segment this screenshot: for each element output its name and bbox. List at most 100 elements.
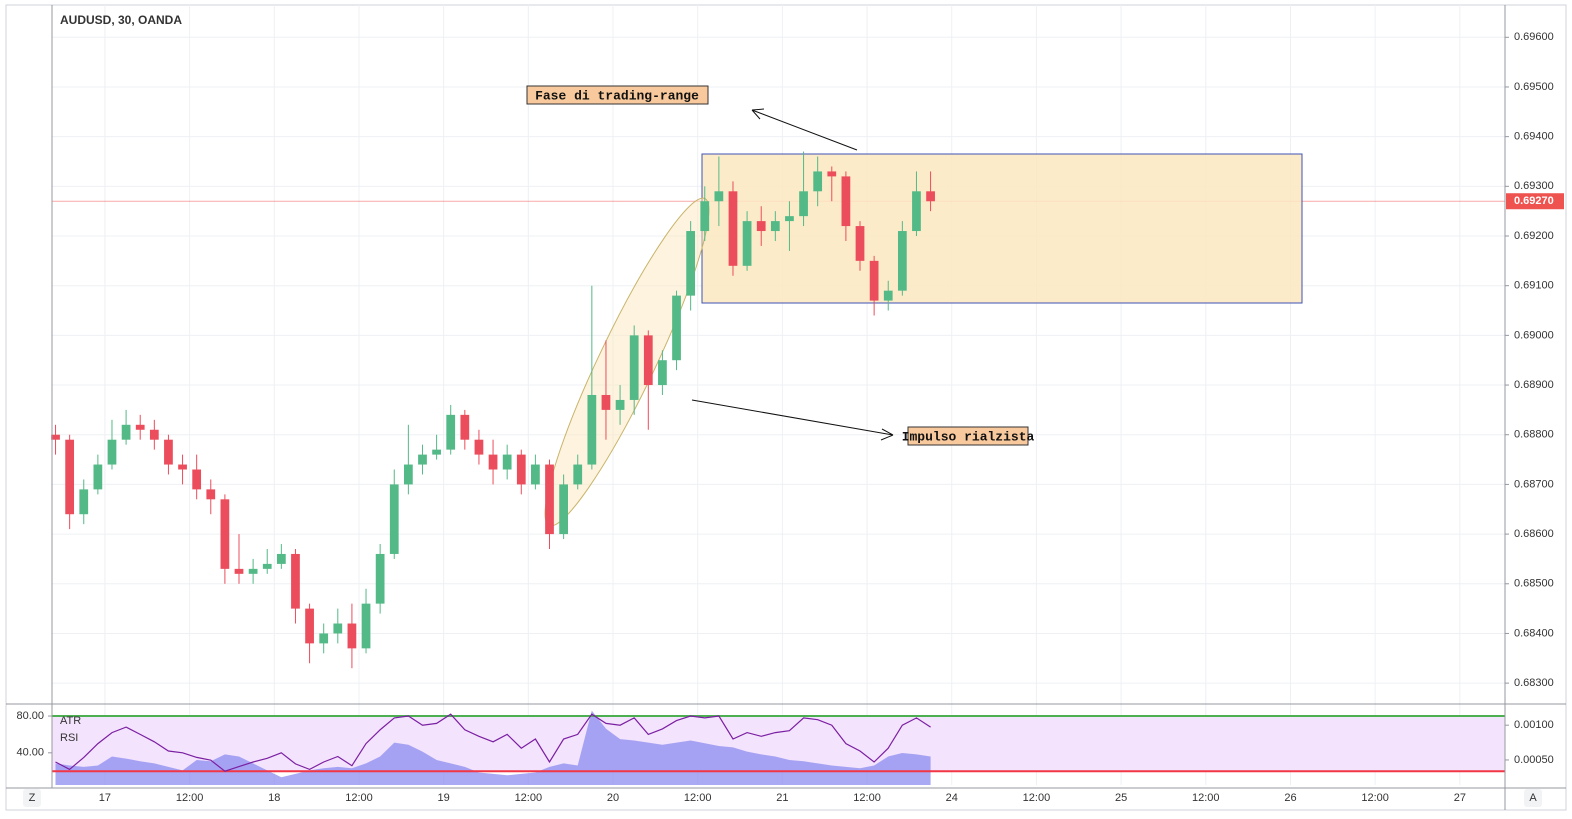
candle-body — [785, 216, 794, 222]
candle-body — [474, 439, 484, 455]
marks — [51, 151, 1505, 785]
atr-area — [55, 710, 931, 785]
candle-body — [559, 484, 568, 535]
candle-body — [912, 191, 921, 232]
button[interactable] — [1524, 789, 1542, 807]
indicator-tick-label: 80.00 — [16, 710, 44, 722]
candle-body — [432, 449, 441, 455]
candle-body — [107, 439, 117, 465]
y-tick-label: 0.68300 — [1514, 677, 1554, 689]
candle-body — [375, 553, 385, 604]
candle-body — [728, 191, 738, 266]
candle-body — [93, 464, 103, 490]
annotation-box — [526, 85, 709, 105]
x-tick-label: 12:00 — [515, 792, 543, 804]
y-tick-label: 0.69200 — [1514, 230, 1554, 242]
candle-body — [629, 335, 639, 400]
x-tick-label: 12:00 — [853, 792, 881, 804]
annotation: Fase di trading-range Impulso rialzista — [526, 85, 1035, 446]
x-tick-label: 21 — [776, 792, 788, 804]
candle-body — [841, 176, 851, 227]
indicator-tick-label: 40.00 — [16, 747, 44, 759]
x-tick-label: 24 — [946, 792, 958, 804]
x-tick-label: 26 — [1284, 792, 1296, 804]
candle-body — [601, 394, 611, 410]
range-box — [701, 153, 1303, 304]
candle-body — [573, 464, 583, 485]
indicator-label: RSI — [60, 732, 78, 744]
candle-body — [460, 414, 470, 440]
annotation-box — [907, 426, 1029, 446]
y-tick-label: 0.68700 — [1514, 478, 1554, 490]
button-label[interactable]: Z — [29, 792, 36, 804]
y-tick-label: 0.68500 — [1514, 578, 1554, 590]
candle-body — [121, 424, 131, 440]
candle-body — [531, 464, 540, 485]
candle-body — [361, 603, 371, 649]
candle-body — [827, 171, 837, 177]
candle-body — [389, 484, 399, 554]
indicator-tick-label: 0.00100 — [1514, 719, 1554, 731]
candle-body — [643, 335, 653, 386]
candle-body — [672, 295, 681, 361]
candle-body — [516, 454, 526, 485]
x-tick-label: 25 — [1115, 792, 1127, 804]
candle-body — [446, 414, 456, 450]
candle-body — [700, 201, 710, 232]
candle-body — [248, 568, 258, 574]
y-tick-label: 0.68600 — [1514, 528, 1554, 540]
candle-body — [291, 553, 300, 609]
candle-body — [587, 394, 597, 465]
candle-body — [615, 399, 625, 410]
candle-body — [262, 563, 272, 569]
x-tick-label: 12:00 — [176, 792, 204, 804]
candle-body — [135, 424, 145, 430]
annotation-text: Impulso rialzista — [902, 429, 1035, 444]
candle-body — [756, 221, 766, 232]
symbol-title: AUDUSD, 30, OANDA — [60, 13, 182, 27]
annotation-text: Fase di trading-range — [535, 88, 699, 103]
candle-body — [897, 231, 907, 291]
candle-body — [742, 221, 752, 266]
arrow — [751, 108, 858, 151]
candle-body — [813, 171, 823, 192]
x-tick-label: 12:00 — [1023, 792, 1051, 804]
y-tick-label: 0.68900 — [1514, 379, 1554, 391]
indicator-tick-label: 0.00050 — [1514, 754, 1554, 766]
candle-body — [178, 464, 187, 470]
candle-body — [545, 464, 554, 535]
last-price-label: 0.69270 — [1514, 195, 1554, 207]
candle-body — [799, 191, 808, 217]
candle-body — [883, 290, 893, 301]
candle-body — [149, 429, 159, 440]
x-tick-label: 18 — [268, 792, 280, 804]
button[interactable] — [23, 789, 41, 807]
candle-body — [418, 454, 427, 465]
x-tick-label: 12:00 — [684, 792, 712, 804]
candle-body — [347, 623, 357, 649]
rsi-line — [55, 713, 931, 772]
x-tick-label: 20 — [607, 792, 619, 804]
x-tick-label: 12:00 — [1192, 792, 1220, 804]
candle-body — [206, 489, 216, 500]
x-tick-label: 27 — [1454, 792, 1466, 804]
candle-body — [488, 454, 498, 470]
x-tick-label: 17 — [99, 792, 111, 804]
candle-body — [403, 464, 413, 485]
candle-body — [658, 360, 667, 386]
candle-body — [770, 221, 780, 232]
candle-body — [65, 439, 75, 515]
button-label[interactable]: A — [1529, 792, 1537, 804]
y-tick-label: 0.69600 — [1514, 31, 1554, 43]
y-tick-label: 0.69000 — [1514, 329, 1554, 341]
grid — [52, 5, 1505, 785]
y-tick-label: 0.69500 — [1514, 81, 1554, 93]
y-tick-label: 0.69100 — [1514, 280, 1554, 292]
candle-body — [192, 469, 202, 490]
y-tick-label: 0.68800 — [1514, 429, 1554, 441]
candle-body — [51, 434, 60, 440]
y-tick-label: 0.69300 — [1514, 180, 1554, 192]
candle-body — [79, 489, 89, 515]
